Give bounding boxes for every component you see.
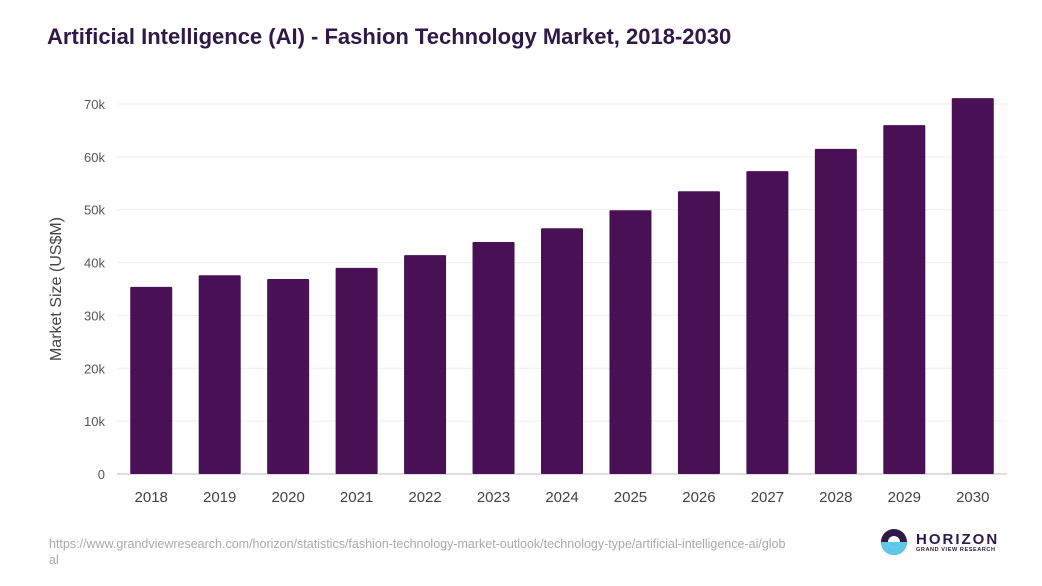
horizon-logo-icon bbox=[881, 529, 907, 555]
x-tick-label: 2027 bbox=[751, 489, 784, 506]
x-tick-label: 2024 bbox=[545, 489, 578, 506]
logo-name: HORIZON bbox=[916, 530, 1000, 548]
x-tick-label: 2026 bbox=[682, 489, 715, 506]
bar-2026[interactable] bbox=[677, 191, 720, 474]
x-tick-label: 2028 bbox=[819, 489, 852, 506]
bar-2019[interactable] bbox=[198, 275, 241, 474]
x-tick-label: 2022 bbox=[408, 489, 441, 506]
y-tick-label: 20k bbox=[84, 361, 105, 376]
y-axis-label: Market Size (US$M) bbox=[48, 217, 65, 361]
bar-2018[interactable] bbox=[130, 286, 173, 474]
source-url[interactable]: https://www.grandviewresearch.com/horizo… bbox=[49, 537, 786, 567]
x-tick-label: 2023 bbox=[477, 489, 510, 506]
y-tick-label: 40k bbox=[84, 256, 105, 271]
bar-2027[interactable] bbox=[746, 171, 789, 474]
x-tick-label: 2020 bbox=[271, 489, 304, 506]
x-tick-label: 2021 bbox=[340, 489, 373, 506]
x-tick-label: 2030 bbox=[956, 489, 989, 506]
bar-2024[interactable] bbox=[541, 228, 583, 474]
x-tick-label: 2025 bbox=[614, 489, 647, 506]
x-tick-label: 2018 bbox=[135, 489, 168, 506]
y-tick-label: 50k bbox=[84, 203, 105, 218]
bar-2030[interactable] bbox=[951, 98, 994, 474]
bar-2029[interactable] bbox=[883, 125, 926, 475]
bar-2023[interactable] bbox=[472, 241, 515, 474]
bar-2020[interactable] bbox=[267, 278, 310, 474]
bar-2021[interactable] bbox=[335, 267, 378, 474]
x-tick-label: 2019 bbox=[203, 489, 236, 506]
y-tick-label: 10k bbox=[84, 414, 105, 429]
y-tick-label: 60k bbox=[84, 150, 105, 165]
horizon-logo: HORIZON GRAND VIEW RESEARCH bbox=[880, 528, 999, 556]
y-tick-label: 0 bbox=[98, 467, 105, 482]
bar-2022[interactable] bbox=[404, 255, 447, 474]
chart-title: Artificial Intelligence (AI) - Fashion T… bbox=[47, 24, 732, 49]
x-tick-label: 2029 bbox=[888, 489, 921, 506]
bar-2028[interactable] bbox=[814, 148, 857, 474]
logo-tagline: GRAND VIEW RESEARCH bbox=[916, 546, 996, 553]
bar-2025[interactable] bbox=[609, 210, 652, 474]
y-tick-label: 70k bbox=[84, 97, 105, 112]
y-tick-label: 30k bbox=[84, 308, 105, 323]
